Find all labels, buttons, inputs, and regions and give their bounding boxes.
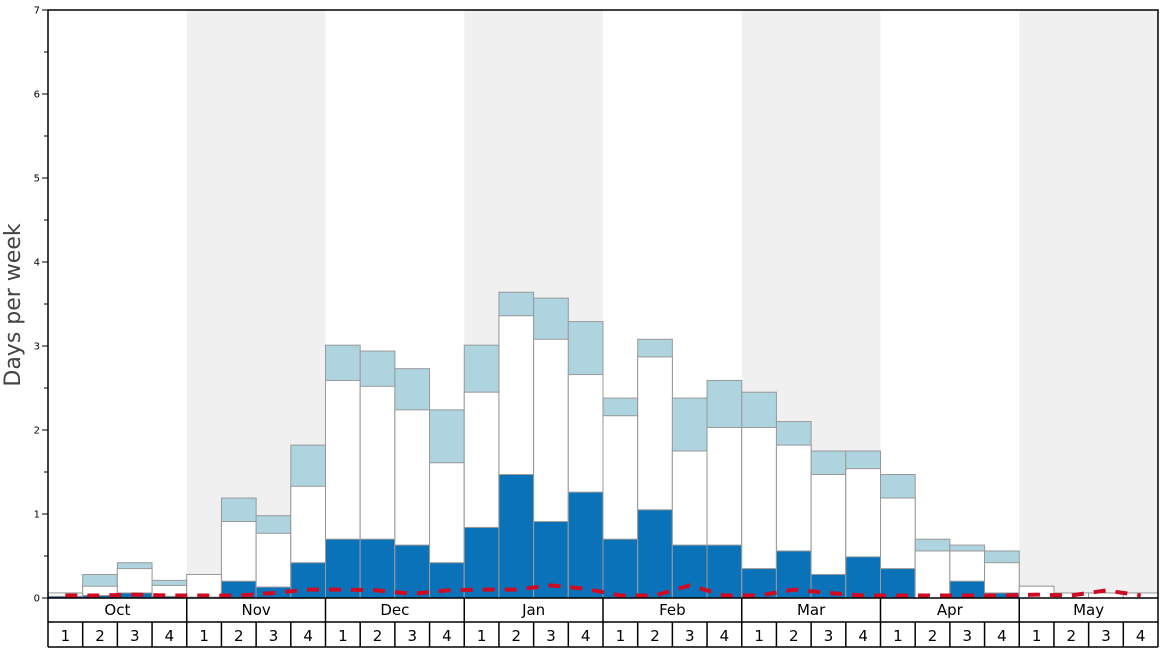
average-line xyxy=(65,583,1141,598)
y-tick-label: 6 xyxy=(34,90,40,101)
week-label: 2 xyxy=(789,627,799,645)
y-tick-label: 1 xyxy=(34,510,40,521)
week-label: 3 xyxy=(269,627,279,645)
y-axis-label: Days per week xyxy=(1,223,26,386)
bars xyxy=(47,291,1159,599)
week-label: 4 xyxy=(858,627,868,645)
bar-heavy xyxy=(359,538,396,599)
week-label: 2 xyxy=(95,627,105,645)
week-label: 1 xyxy=(477,627,487,645)
month-label: Mar xyxy=(797,601,826,619)
month-shade xyxy=(1019,10,1158,598)
bar-heavy xyxy=(567,491,604,599)
week-label: 3 xyxy=(407,627,417,645)
week-label: 2 xyxy=(512,627,522,645)
bar-heavy xyxy=(880,568,916,599)
bar-heavy xyxy=(429,562,465,599)
week-label: 2 xyxy=(1067,627,1077,645)
month-label: Apr xyxy=(937,601,964,619)
week-label: 2 xyxy=(373,627,383,645)
axis-labels: Days per week xyxy=(1,223,26,386)
week-label: 2 xyxy=(928,627,938,645)
week-label: 3 xyxy=(1101,627,1111,645)
week-label: 4 xyxy=(303,627,313,645)
bar-heavy xyxy=(706,544,743,599)
y-tick-label: 3 xyxy=(34,342,40,353)
week-label: 4 xyxy=(997,627,1007,645)
bar-heavy xyxy=(463,526,500,599)
bar-light xyxy=(914,550,951,599)
week-label: 2 xyxy=(234,627,244,645)
bar-heavy xyxy=(498,474,535,599)
bar-heavy xyxy=(845,556,881,599)
week-label: 3 xyxy=(824,627,834,645)
week-label: 1 xyxy=(61,627,71,645)
bar-heavy xyxy=(602,538,639,599)
week-label: 2 xyxy=(650,627,660,645)
week-label: 4 xyxy=(165,627,175,645)
week-label: 4 xyxy=(720,627,730,645)
average-line-path xyxy=(65,583,1141,598)
axes: 0 1 2 3 4 5 6 7 Oct Nov Dec Jan Feb Mar Apr May 1 2 3 4 1 2 3 4… xyxy=(34,6,1159,648)
bar-heavy xyxy=(394,544,431,599)
y-tick-label: 2 xyxy=(34,426,40,437)
week-label: 4 xyxy=(581,627,591,645)
y-tick-label: 7 xyxy=(34,6,40,17)
week-label: 4 xyxy=(442,627,452,645)
bar-heavy xyxy=(637,509,673,599)
week-label: 1 xyxy=(199,627,209,645)
week-label: 1 xyxy=(754,627,764,645)
week-label: 1 xyxy=(338,627,348,645)
month-label: May xyxy=(1073,601,1104,619)
week-label: 3 xyxy=(962,627,972,645)
week-label: 1 xyxy=(893,627,903,645)
week-label: 1 xyxy=(616,627,626,645)
week-label: 4 xyxy=(1136,627,1146,645)
y-tick-label: 0 xyxy=(34,594,40,605)
y-tick-label: 5 xyxy=(34,174,40,185)
week-label: 3 xyxy=(546,627,556,645)
month-label: Jan xyxy=(521,601,545,619)
week-label: 3 xyxy=(130,627,140,645)
month-label: Dec xyxy=(380,601,409,619)
month-label: Oct xyxy=(104,601,130,619)
y-tick-label: 4 xyxy=(34,258,40,269)
week-label: 3 xyxy=(685,627,695,645)
month-label: Nov xyxy=(241,601,270,619)
week-label: 1 xyxy=(1032,627,1042,645)
month-label: Feb xyxy=(659,601,686,619)
